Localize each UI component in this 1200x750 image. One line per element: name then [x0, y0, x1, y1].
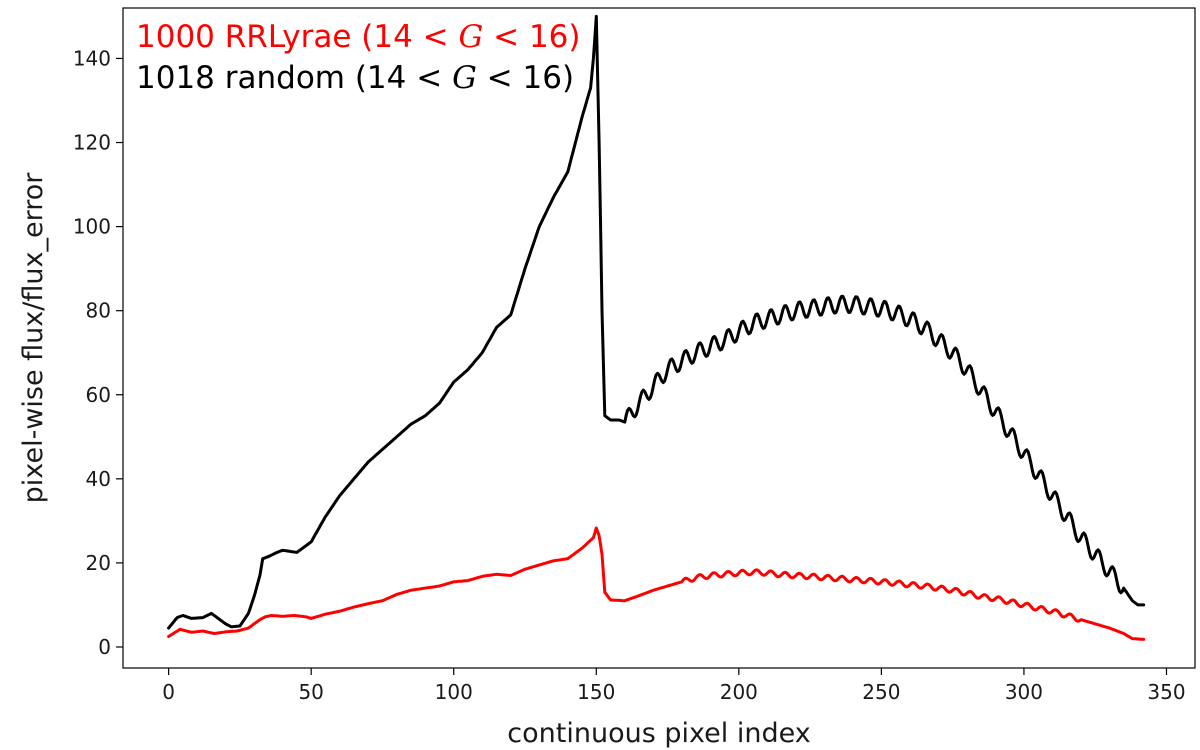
legend: 1000 RRLyrae (14 < G < 16) 1018 random (…: [136, 19, 581, 96]
plot-lines: [167, 14, 1146, 641]
x-tick-label: 350: [1147, 680, 1185, 704]
y-tick-label: 100: [73, 215, 111, 239]
x-axis-label: continuous pixel index: [507, 718, 810, 749]
x-tick-label: 250: [862, 680, 900, 704]
y-axis-label: pixel-wise flux/flux_error: [18, 172, 49, 504]
x-tick-label: 100: [435, 680, 473, 704]
x-tick-label: 150: [577, 680, 615, 704]
y-tick-label: 40: [86, 467, 111, 491]
x-tick-label: 200: [720, 680, 758, 704]
x-tick-label: 300: [1005, 680, 1043, 704]
plot-frame: [122, 7, 1196, 669]
series-line-random: [167, 14, 1146, 630]
x-tick-label: 0: [162, 680, 175, 704]
y-axis: 0 20 40 60 80 100 120 140: [73, 46, 123, 659]
y-tick-label: 0: [98, 635, 111, 659]
y-tick-label: 140: [73, 46, 111, 70]
y-tick-label: 60: [86, 383, 111, 407]
x-tick-label: 50: [298, 680, 323, 704]
x-axis: 0 50 100 150 200 250 300 350: [162, 668, 1186, 704]
legend-entry-random: 1018 random (14 < G < 16): [136, 60, 574, 96]
y-tick-label: 20: [86, 551, 111, 575]
series-line-rrlyrae: [167, 526, 1146, 641]
y-tick-label: 120: [73, 131, 111, 155]
legend-entry-rrlyrae: 1000 RRLyrae (14 < G < 16): [136, 19, 581, 55]
y-tick-label: 80: [86, 299, 111, 323]
